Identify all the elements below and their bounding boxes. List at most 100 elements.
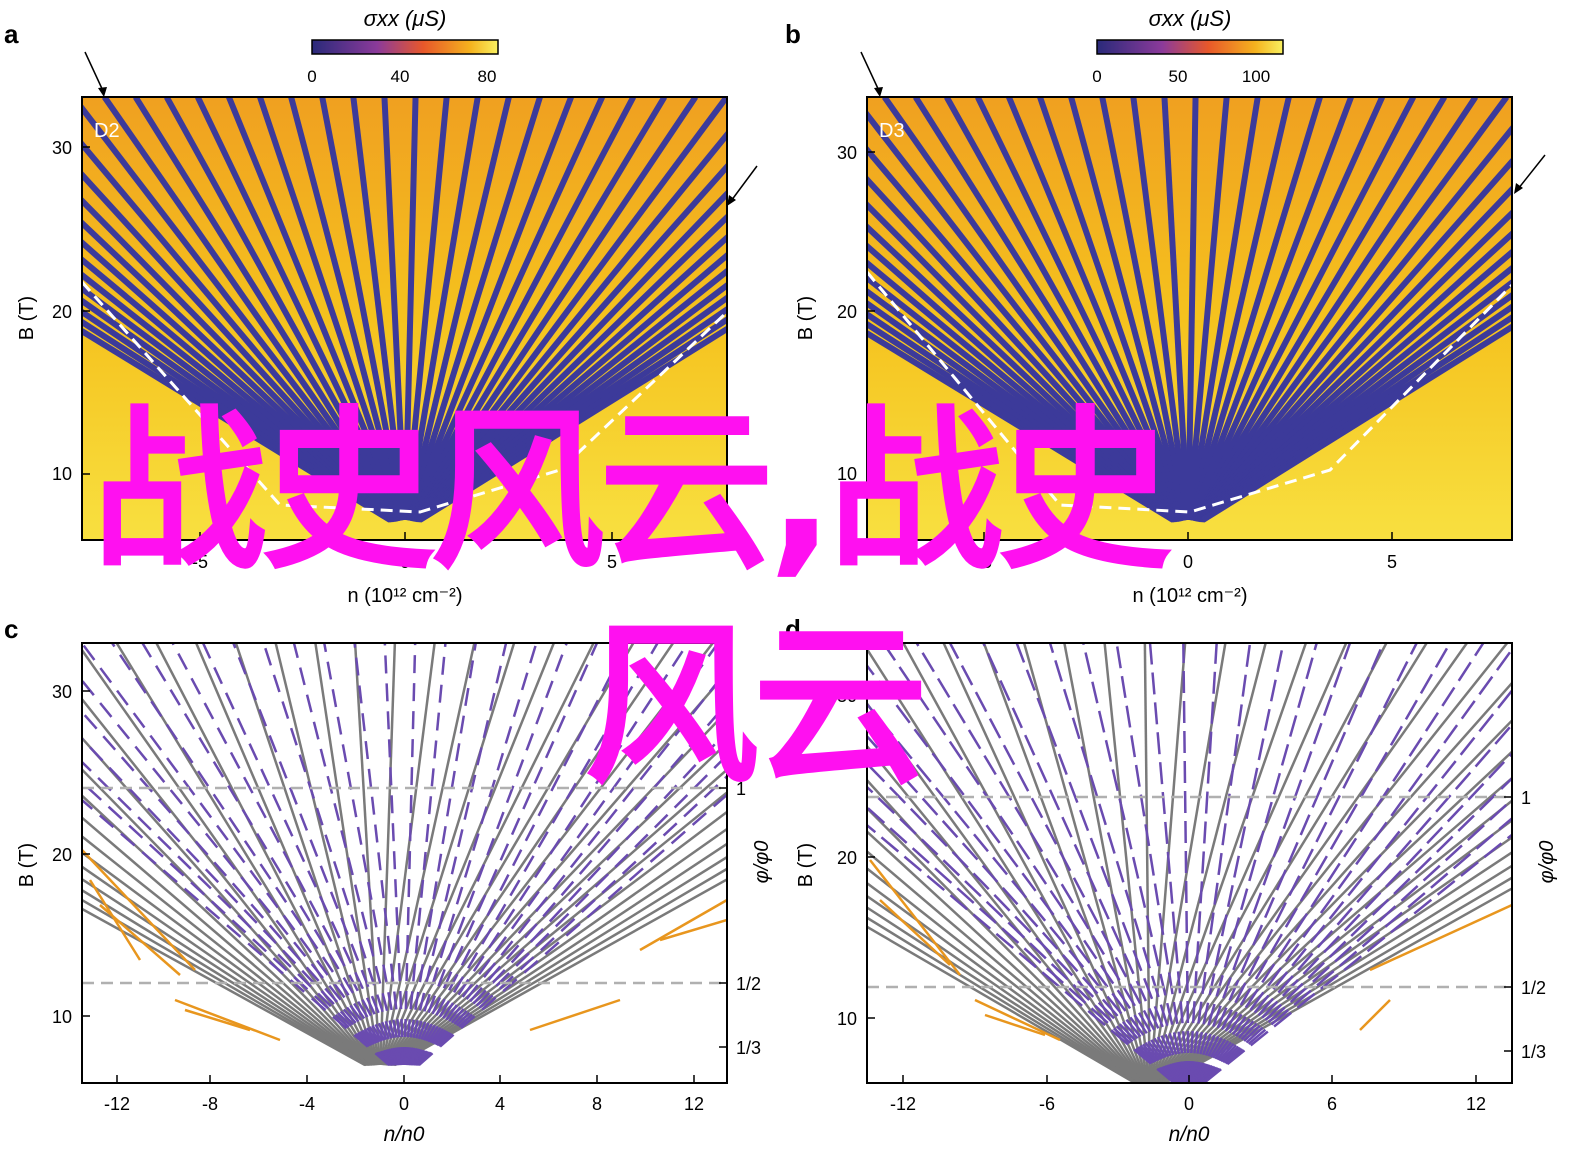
- fan-line: [413, 668, 727, 1066]
- fan-line: [1190, 643, 1318, 1083]
- fan-line: [1197, 248, 1512, 523]
- fan-line: [1200, 776, 1512, 1083]
- x-tick: 8: [592, 1094, 602, 1114]
- x-tick: -12: [104, 1094, 130, 1114]
- fan-line: [1191, 97, 1448, 522]
- panel-d: d 10 20 30 1 1/2 1/3 B (T) φ/φ0 -12 -6: [785, 614, 1558, 1146]
- fan-line: [867, 785, 1177, 1083]
- fan-line: [867, 866, 1140, 1083]
- fan-line: [226, 97, 405, 522]
- fan-line: [867, 329, 1175, 523]
- fan-line: [410, 643, 659, 1066]
- fan-line: [982, 643, 1185, 1083]
- fan-line: [1130, 97, 1190, 521]
- fan-line: [412, 213, 727, 523]
- fan-line: [390, 810, 727, 1066]
- fan-line: [867, 829, 1142, 1083]
- arrow-head: [874, 87, 883, 97]
- fan-line: [416, 305, 727, 523]
- fan-line: [1199, 291, 1512, 523]
- fan-line: [82, 780, 391, 1066]
- fan-line: [1194, 643, 1452, 1083]
- x-axis-label: n (10¹² cm⁻²): [1133, 585, 1248, 607]
- orange-segment: [88, 879, 142, 961]
- fan-line: [408, 97, 668, 522]
- fan-line: [1190, 643, 1285, 1083]
- panel-c: c 10 20 30 1 1/2 1/3 B (T) φ/φ0 -12: [4, 614, 773, 1146]
- fan-line: [1191, 643, 1352, 1083]
- fan-line: [82, 196, 399, 523]
- fan-line: [381, 97, 408, 521]
- fan-line: [82, 898, 367, 1067]
- fan-line: [1189, 97, 1385, 522]
- orange-segment: [1359, 999, 1391, 1031]
- fan-line: [82, 865, 369, 1067]
- x-axis-label: n/n0: [384, 1123, 425, 1146]
- colorbar-title: σxx (μS): [1149, 6, 1232, 31]
- y-axis-label: B (T): [795, 843, 817, 887]
- fan-line: [407, 643, 568, 1066]
- fan-line: [1156, 681, 1512, 1083]
- orange-segment: [1369, 903, 1512, 972]
- colorbar-tick: 100: [1242, 67, 1270, 86]
- colorbar: [311, 39, 499, 55]
- fan-line: [867, 805, 1176, 1083]
- x-tick: 0: [400, 552, 410, 572]
- fan-line: [82, 736, 374, 1066]
- fan-line: [867, 287, 1178, 523]
- fan-line: [1188, 97, 1354, 522]
- x-tick: 12: [1466, 1094, 1486, 1114]
- fan-line: [1195, 209, 1512, 523]
- orange-segment: [184, 1008, 251, 1032]
- arrow-annotation: [84, 51, 105, 94]
- fan-line: [82, 218, 398, 523]
- fan-line: [405, 643, 508, 1066]
- fan-line: [82, 327, 392, 523]
- y-tick: 30: [837, 143, 857, 163]
- fan-line: [867, 849, 1141, 1083]
- device-label: D2: [94, 120, 120, 142]
- right-tick: 1/2: [1521, 978, 1546, 998]
- y-axis-label: B (T): [16, 843, 38, 887]
- fan-line: [234, 643, 379, 1066]
- fan-line: [1148, 643, 1189, 1083]
- panel-letter: d: [785, 614, 801, 644]
- x-tick: 0: [1184, 1094, 1194, 1114]
- fan-line: [416, 753, 727, 1066]
- fan-line: [418, 325, 727, 523]
- fan-line: [405, 97, 543, 521]
- fan-line: [867, 320, 1176, 523]
- y-axis-label: B (T): [16, 296, 38, 340]
- fan-line: [82, 710, 394, 1066]
- fan-line: [1099, 97, 1190, 521]
- arrow-annotation: [730, 165, 758, 202]
- fan-line: [1202, 816, 1512, 1083]
- fan-line: [82, 139, 400, 522]
- colorbar-tick: 0: [1092, 67, 1101, 86]
- fan-line: [405, 643, 477, 1066]
- orange-segment: [984, 1013, 1046, 1037]
- fan-line: [1189, 643, 1252, 1083]
- fan-line: [406, 643, 538, 1066]
- fan-line: [1203, 833, 1512, 1083]
- fan-line: [867, 702, 1180, 1083]
- fan-line: [1161, 97, 1191, 521]
- fan-line: [867, 894, 1139, 1083]
- y-tick: 30: [52, 682, 72, 702]
- y-tick: 20: [837, 302, 857, 322]
- fan-line: [111, 643, 397, 1066]
- fan-line: [414, 701, 727, 1066]
- x-tick: 4: [495, 1094, 505, 1114]
- x-tick: 0: [399, 1094, 409, 1114]
- fan-line: [404, 643, 447, 1066]
- orange-segment: [99, 904, 181, 976]
- arrow-annotation: [860, 51, 881, 94]
- fan-line: [323, 643, 403, 1066]
- fan-line: [1160, 818, 1512, 1083]
- fan-line: [1194, 185, 1512, 523]
- fan-line: [867, 145, 1183, 522]
- fan-line: [171, 643, 399, 1066]
- fan-line: [1151, 643, 1308, 1083]
- fan-line: [411, 189, 727, 523]
